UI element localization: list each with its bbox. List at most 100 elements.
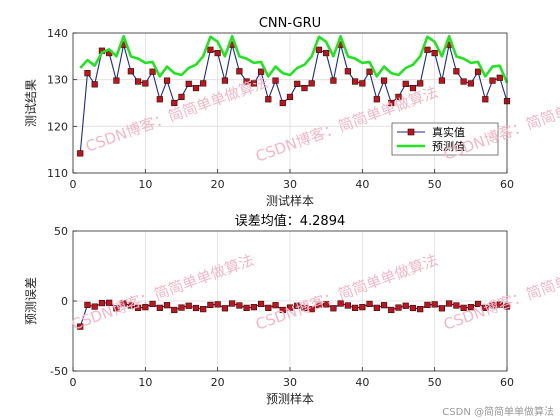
data-point [149, 300, 156, 308]
y-tick-label: 120 [47, 120, 68, 133]
x-tick-label: 50 [428, 178, 442, 191]
data-point [142, 304, 149, 311]
data-point [417, 306, 424, 313]
top-y-axis-label: 测试结果 [23, 79, 38, 127]
data-point [315, 301, 323, 309]
data-point [135, 78, 142, 85]
data-point [127, 68, 134, 75]
data-point [409, 304, 417, 312]
data-point [200, 306, 207, 313]
data-point [351, 78, 359, 85]
data-point [221, 77, 229, 84]
data-point [250, 80, 257, 87]
x-tick-label: 20 [211, 178, 225, 191]
data-point [351, 304, 359, 311]
data-point [214, 49, 221, 57]
data-point [156, 304, 163, 311]
x-tick-label: 30 [283, 376, 297, 389]
data-point [482, 304, 489, 311]
data-point [380, 77, 388, 84]
data-point [171, 99, 178, 107]
y-tick-label: 0 [61, 295, 68, 308]
data-point [149, 68, 156, 75]
x-tick-label: 30 [283, 178, 297, 191]
data-point [344, 68, 351, 75]
y-tick-label: 130 [47, 74, 68, 87]
data-point [207, 46, 214, 53]
bottom-chart-title: 误差均值：4.2894 [235, 213, 346, 229]
data-point [424, 301, 431, 309]
legend-label-predicted: 预测值 [432, 140, 465, 153]
data-point [330, 77, 337, 84]
data-point [207, 301, 214, 309]
data-point [113, 77, 120, 84]
bottom-y-axis-label: 预测误差 [24, 277, 38, 325]
data-point [301, 304, 308, 312]
data-point [359, 80, 366, 87]
data-point [243, 304, 250, 311]
data-point [286, 93, 294, 101]
data-point [323, 301, 330, 308]
data-point [373, 96, 380, 103]
data-point [77, 323, 84, 330]
data-point [482, 96, 489, 103]
top-ticks: 0 10 20 30 40 50 60 110 120 130 140 [47, 27, 514, 191]
data-point [308, 80, 315, 87]
data-point [301, 84, 308, 92]
x-tick-label: 40 [355, 376, 369, 389]
data-point [257, 68, 265, 75]
data-point [185, 80, 192, 87]
x-tick-label: 10 [138, 178, 152, 191]
legend-label-actual: 真实值 [432, 125, 465, 139]
data-point [315, 46, 323, 53]
data-point [496, 74, 503, 81]
data-point [395, 93, 402, 101]
data-point [236, 302, 243, 309]
x-tick-label: 0 [70, 178, 77, 191]
data-point [221, 305, 229, 312]
data-point [272, 302, 279, 309]
data-point [467, 80, 474, 87]
data-point [192, 84, 200, 92]
data-point [171, 306, 178, 314]
data-point [373, 304, 380, 311]
x-tick-label: 0 [70, 376, 77, 389]
y-tick-label: 50 [54, 225, 68, 238]
bottom-x-axis-label: 预测样本 [266, 391, 314, 406]
data-point [84, 301, 91, 309]
data-point [192, 304, 200, 312]
data-point [467, 304, 474, 311]
data-point [431, 301, 438, 308]
data-point [84, 70, 91, 77]
data-point [366, 68, 373, 75]
data-point [330, 305, 337, 312]
data-point [294, 302, 301, 309]
data-point [395, 304, 402, 311]
bottom-grid [73, 231, 507, 371]
data-point [388, 306, 395, 314]
data-point [438, 77, 446, 84]
data-point [279, 99, 286, 107]
data-point [453, 302, 460, 309]
data-point [214, 301, 221, 308]
data-point [265, 304, 272, 311]
data-point [178, 93, 185, 101]
legend-marker-actual [407, 128, 415, 136]
data-point [323, 49, 330, 57]
data-point [344, 302, 351, 309]
y-tick-label: 140 [47, 27, 68, 40]
top-x-axis-label: 测试样本 [266, 193, 314, 208]
data-point [178, 304, 185, 311]
data-point [337, 300, 344, 307]
top-legend: 真实值 预测值 [391, 122, 499, 156]
y-tick-label: -50 [50, 365, 68, 378]
data-point [163, 302, 171, 309]
data-point [236, 68, 243, 75]
data-point [496, 301, 503, 308]
data-point [185, 302, 192, 309]
data-point [120, 300, 127, 307]
data-point [438, 305, 446, 312]
